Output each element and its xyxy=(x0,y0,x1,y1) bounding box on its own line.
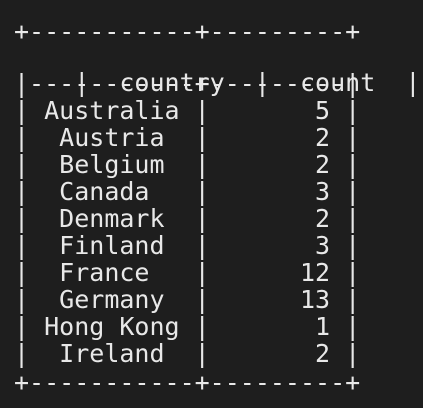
row-left-border: | xyxy=(14,285,30,314)
row-mid-border: | xyxy=(194,177,210,206)
cell-country: Denmark xyxy=(29,204,195,233)
row-left-border: | xyxy=(14,150,30,179)
table-row: | Ireland | 2 | xyxy=(14,340,360,367)
table-row: | Finland | 3 | xyxy=(14,232,360,259)
row-right-border: | xyxy=(345,96,361,125)
table-row: | France | 12 | xyxy=(14,259,360,286)
table-row: | Canada | 3 | xyxy=(14,178,360,205)
row-right-border: | xyxy=(345,231,361,260)
row-left-border: | xyxy=(14,123,30,152)
header-mid-border: | xyxy=(254,68,270,97)
header-left-border: | xyxy=(74,68,105,97)
row-mid-border: | xyxy=(194,231,210,260)
row-left-border: | xyxy=(14,177,30,206)
row-mid-border: | xyxy=(194,150,210,179)
cell-count: 5 xyxy=(209,96,346,125)
table-header-row: | country | count | xyxy=(14,42,420,96)
header-count: count xyxy=(269,68,406,97)
cell-country: Hong Kong xyxy=(29,312,195,341)
row-left-border: | xyxy=(14,96,30,125)
cell-count: 2 xyxy=(209,123,346,152)
cell-country: Canada xyxy=(29,177,195,206)
row-left-border: | xyxy=(14,204,30,233)
row-mid-border: | xyxy=(194,285,210,314)
row-right-border: | xyxy=(345,258,361,287)
row-mid-border: | xyxy=(194,123,210,152)
row-mid-border: | xyxy=(194,339,210,368)
table-row: | Germany | 13 | xyxy=(14,286,360,313)
row-mid-border: | xyxy=(194,258,210,287)
cell-country: France xyxy=(29,258,195,287)
cell-country: Belgium xyxy=(29,150,195,179)
row-mid-border: | xyxy=(194,204,210,233)
table-row: | Austria | 2 | xyxy=(14,124,360,151)
cell-count: 3 xyxy=(209,177,346,206)
row-mid-border: | xyxy=(194,96,210,125)
header-right-border: | xyxy=(405,68,421,97)
cell-count: 2 xyxy=(209,204,346,233)
table-row: | Australia | 5 | xyxy=(14,97,360,124)
row-left-border: | xyxy=(14,231,30,260)
row-right-border: | xyxy=(345,339,361,368)
row-right-border: | xyxy=(345,123,361,152)
cell-country: Ireland xyxy=(29,339,195,368)
cell-count: 2 xyxy=(209,150,346,179)
header-country: country xyxy=(104,68,255,97)
table-row: | Denmark | 2 | xyxy=(14,205,360,232)
row-right-border: | xyxy=(345,204,361,233)
cell-count: 3 xyxy=(209,231,346,260)
row-right-border: | xyxy=(345,312,361,341)
table-row: | Hong Kong | 1 | xyxy=(14,313,360,340)
row-right-border: | xyxy=(345,285,361,314)
cell-count: 2 xyxy=(209,339,346,368)
cell-count: 1 xyxy=(209,312,346,341)
table-row: | Belgium | 2 | xyxy=(14,151,360,178)
row-left-border: | xyxy=(14,258,30,287)
row-right-border: | xyxy=(345,177,361,206)
table-header-separator: |-----------+---------| xyxy=(14,69,361,98)
cell-count: 13 xyxy=(209,285,346,314)
cell-country: Germany xyxy=(29,285,195,314)
row-mid-border: | xyxy=(194,312,210,341)
cell-country: Australia xyxy=(29,96,195,125)
table-border-bottom: +-----------+---------+ xyxy=(14,368,361,397)
row-left-border: | xyxy=(14,339,30,368)
row-right-border: | xyxy=(345,150,361,179)
cell-count: 12 xyxy=(209,258,346,287)
cell-country: Finland xyxy=(29,231,195,260)
cell-country: Austria xyxy=(29,123,195,152)
table-border-top: +-----------+---------+ xyxy=(14,17,361,46)
row-left-border: | xyxy=(14,312,30,341)
